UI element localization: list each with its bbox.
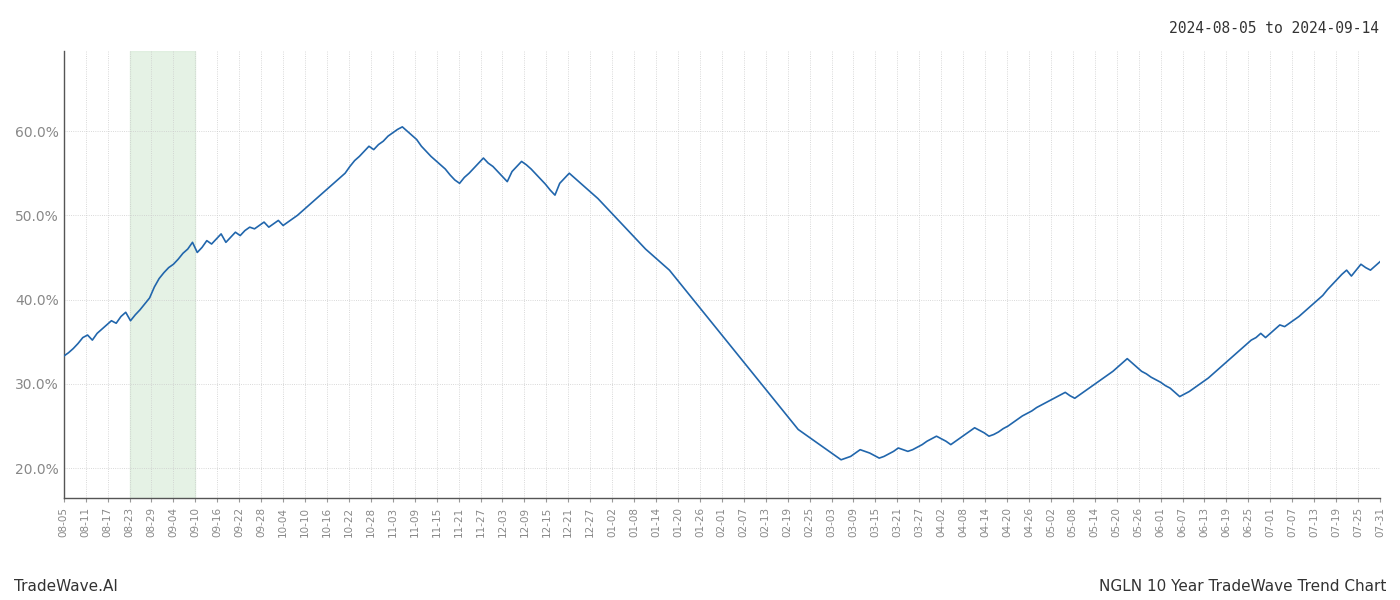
Text: TradeWave.AI: TradeWave.AI: [14, 579, 118, 594]
Bar: [130, 51, 196, 498]
Text: 2024-08-05 to 2024-09-14: 2024-08-05 to 2024-09-14: [1169, 21, 1379, 36]
Text: NGLN 10 Year TradeWave Trend Chart: NGLN 10 Year TradeWave Trend Chart: [1099, 579, 1386, 594]
